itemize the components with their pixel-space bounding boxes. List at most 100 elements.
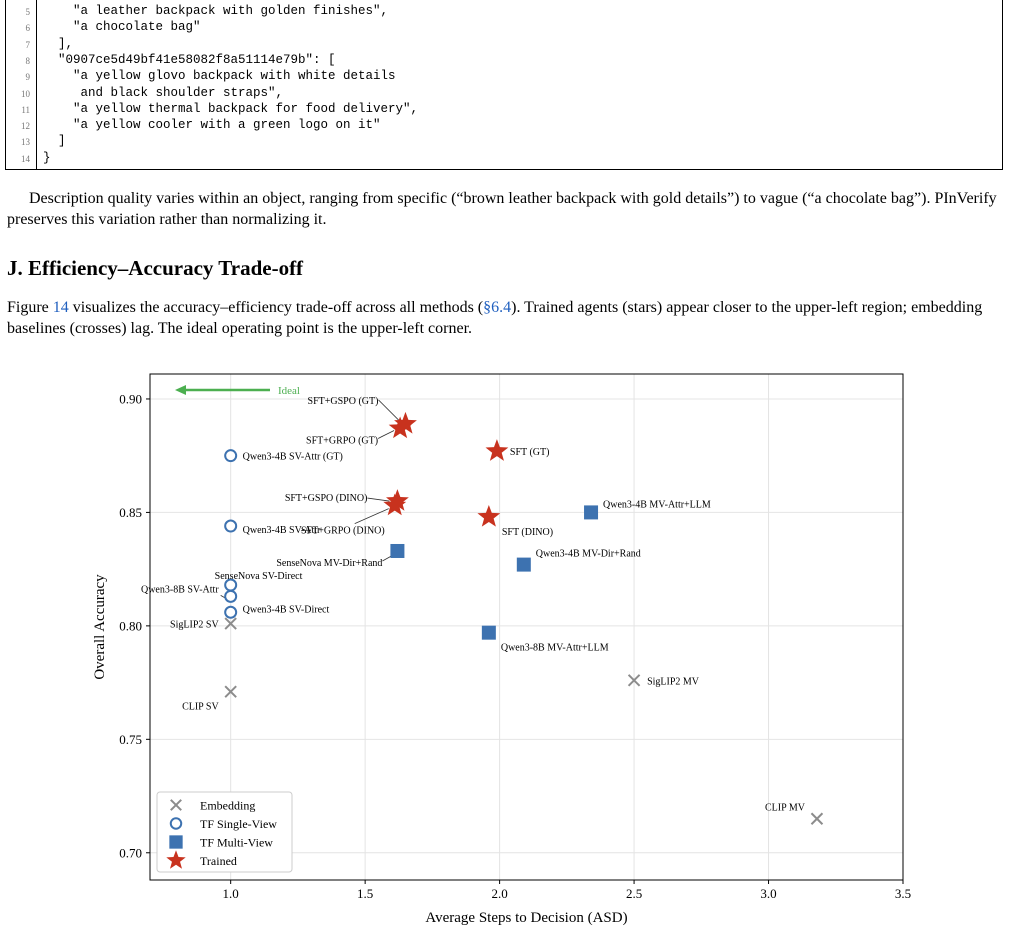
y-tick-label: 0.90 [119,391,142,406]
data-point-circle [224,605,238,619]
y-tick-label: 0.70 [119,845,142,860]
point-label: CLIP MV [765,803,806,814]
legend-marker-x [170,799,182,811]
point-label: SenseNova SV-Direct [215,571,303,582]
code-line-number: 12 [21,121,30,132]
data-point-star [386,489,409,511]
code-line: ] [43,134,66,149]
data-point-x-stroke [224,617,237,630]
data-point-x [627,674,641,687]
code-line-number: 11 [21,104,30,115]
code-line-number: 9 [25,72,31,83]
legend-entry: Embedding [200,799,255,813]
data-point-x [224,617,237,630]
section-ref-link[interactable]: §6.4 [483,299,512,316]
point-label: SenseNova MV-Dir+Rand [276,558,382,569]
legend-entry: TF Single-View [200,817,277,831]
point-label: SFT+GRPO (GT) [306,435,378,446]
point-label: Qwen3-4B SV-Attr [243,525,321,536]
figure-ref-link[interactable]: 14 [52,299,69,316]
description-paragraph: Description quality varies within an obj… [7,190,997,228]
point-label: Qwen3-4B SV-Direct [243,604,330,615]
label-leader-line [354,508,389,524]
legend-box [156,791,293,873]
code-line: "a yellow glovo backpack with white deta… [43,69,396,84]
point-label: Qwen3-4B MV-Dir+Rand [536,549,641,560]
data-point-square [481,625,496,640]
data-point-x-stroke [810,812,824,825]
y-tick-label: 0.80 [119,618,142,633]
data-point-star [394,411,417,434]
x-tick-label: 3.5 [895,886,911,901]
code-line-number: 13 [21,137,30,148]
legend-marker-star [166,850,186,869]
data-point-x-stroke [224,685,237,698]
ideal-arrow-head [175,385,186,395]
code-listing: 5 6 7 8 9 10 11 12 13 14 "a leather backpack with… [5,0,1003,170]
code-line: "a yellow thermal backpack for food deli… [43,101,419,116]
code-line-number: 7 [25,39,31,50]
section-heading: J. Efficiency–Accuracy Trade-off [7,256,304,280]
point-label: Qwen3-8B SV-Attr [141,584,219,595]
legend-entry: Trained [200,854,237,868]
code-line: "a yellow cooler with a green logo on it… [43,118,381,133]
code-line: "a leather backpack with golden finishes… [43,4,389,18]
code-line: ], [43,36,74,51]
x-tick-label: 3.0 [760,886,776,901]
label-leader-line [377,430,395,439]
x-tick-label: 1.0 [223,886,239,901]
data-point-star [388,416,412,439]
data-point-x-stroke [627,674,641,687]
data-point-star [477,504,501,527]
point-label: SFT+GSPO (DINO) [285,493,368,504]
data-point-circle [224,519,238,533]
label-leader-line [382,555,392,562]
code-line-number: 14 [21,153,30,164]
code-line: and black shoulder straps", [43,85,284,100]
code-gutter: 5 6 7 8 9 10 11 12 13 14 [6,0,37,169]
data-point-x [224,685,237,698]
y-tick-label: 0.75 [119,732,142,747]
legend-marker-circle [169,817,183,830]
x-tick-label: 2.0 [491,886,507,901]
point-label: SFT (DINO) [502,527,553,538]
point-label: SigLIP2 SV [170,620,219,631]
figure-paragraph: Figure 14 visualizes the accuracy–effici… [7,299,983,337]
code-line: } [43,150,51,165]
ideal-label: Ideal [278,385,300,397]
data-point-x [810,812,824,825]
plot-frame [149,373,904,881]
x-tick-label: 1.5 [357,886,373,901]
data-point-star [485,439,509,461]
y-axis-label: Overall Accuracy [92,574,108,680]
point-label: Qwen3-8B MV-Attr+LLM [501,643,609,654]
point-label: CLIP SV [182,702,219,713]
label-leader-line [367,497,390,502]
code-line-number: 5 [25,7,31,17]
point-label: Qwen3-4B SV-Attr (GT) [243,452,343,463]
y-tick-label: 0.85 [119,505,142,520]
point-label: SFT+GRPO (DINO) [301,526,385,537]
data-point-circle [224,589,238,603]
code-line-number: 6 [25,23,31,34]
code-line-number: 8 [25,55,31,66]
point-label: SFT (GT) [510,447,550,458]
legend-entry: TF Multi-View [200,836,273,850]
data-point-square [584,505,599,520]
data-point-square [390,543,405,558]
data-point-square [516,557,531,572]
code-line-number: 10 [21,88,30,99]
label-leader-line [378,399,400,422]
legend [156,791,293,873]
legend-marker-square [169,835,183,849]
code-line: "0907ce5d49bf41e58082f8a51114e79b": [ [43,52,336,67]
point-label: SigLIP2 MV [647,676,700,687]
x-tick-label: 2.5 [626,886,642,901]
legend-marker-x-stroke [170,799,182,811]
data-point-circle [224,449,238,463]
x-axis-label: Average Steps to Decision (ASD) [425,910,627,926]
point-label: Qwen3-4B MV-Attr+LLM [603,499,711,510]
point-label: SFT+GSPO (GT) [308,396,379,407]
data-point-star [383,493,407,516]
